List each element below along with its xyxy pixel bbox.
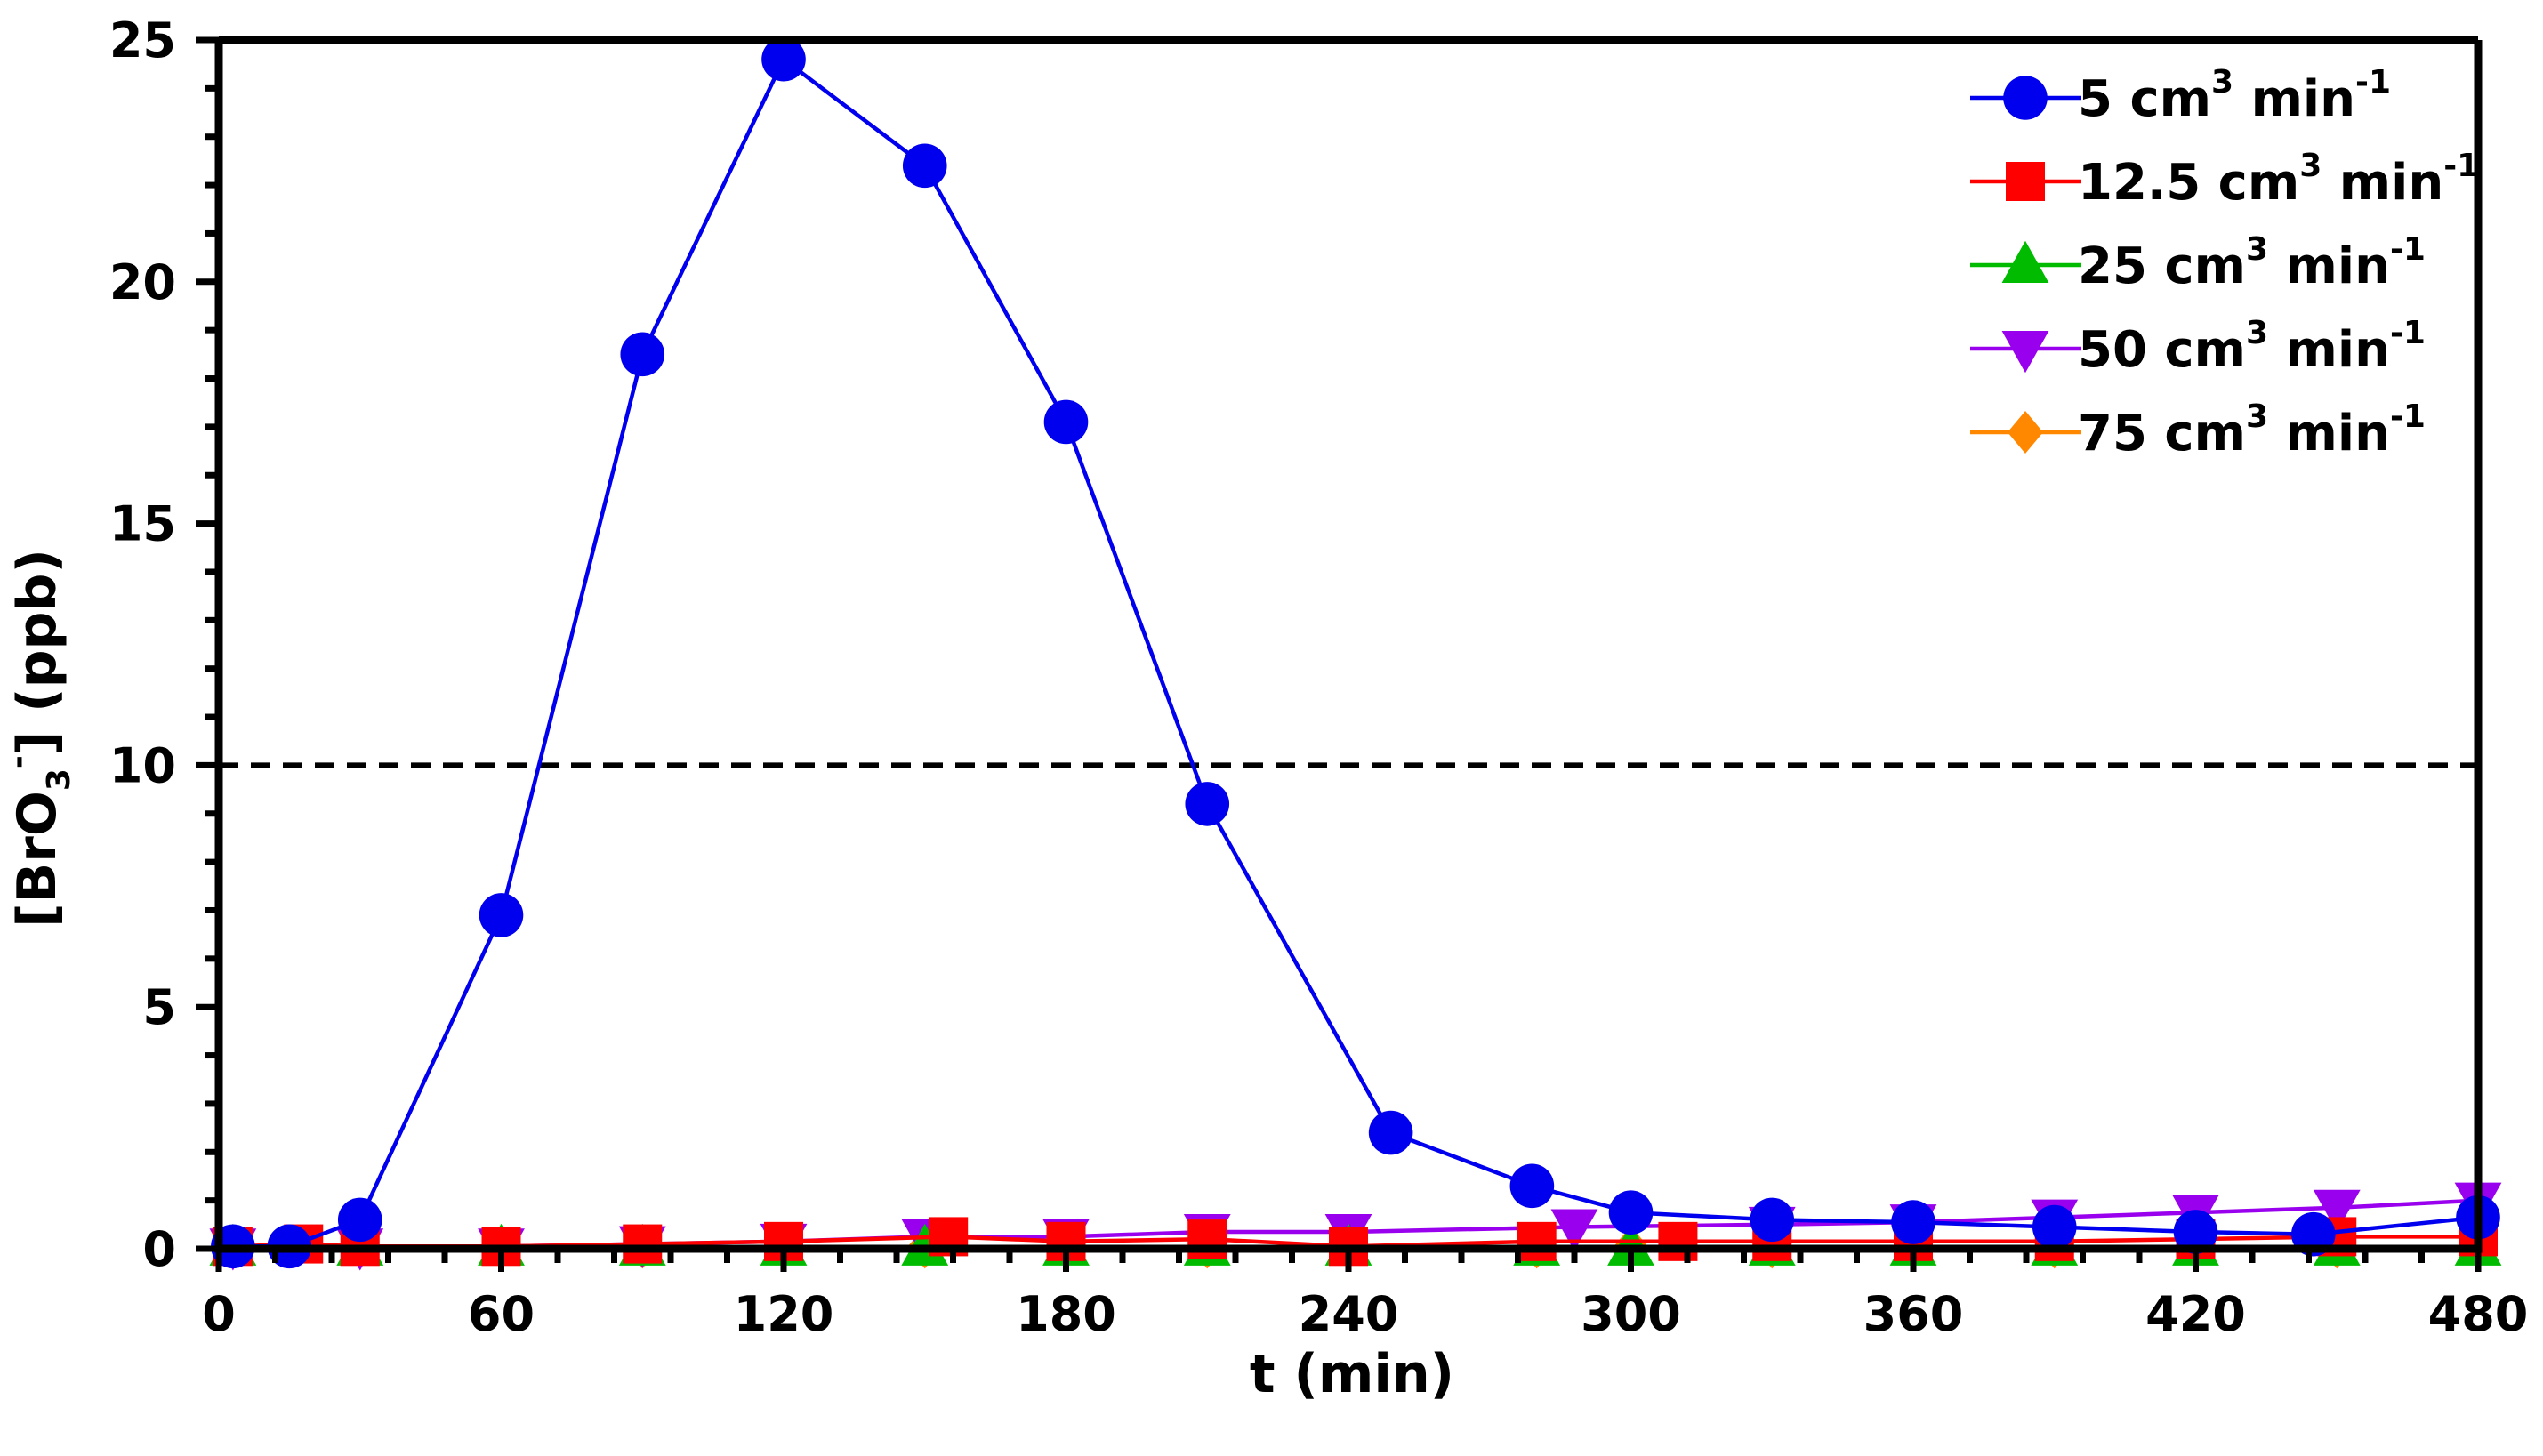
data-point	[1891, 1200, 1935, 1244]
x-tick-label: 180	[1016, 1286, 1116, 1342]
x-tick-label: 60	[468, 1286, 535, 1342]
legend-entry: 75 cm3 min-1	[1970, 398, 2426, 463]
legend-marker	[2001, 240, 2049, 283]
y-tick-label: 25	[109, 12, 176, 68]
legend-marker	[2001, 331, 2049, 374]
ticks-layer: 0 60 120 180 240 300 360 420 480 0 5 10 15 20 25	[109, 12, 2529, 1342]
y-axis-title: [BrO3-] (ppb)	[0, 549, 77, 928]
axes-frame	[214, 40, 2483, 1253]
legend-entry: 12.5 cm3 min-1	[1970, 148, 2479, 212]
x-tick-label: 360	[1863, 1286, 1964, 1342]
data-point	[1607, 1223, 1654, 1266]
y-tick-label: 0	[142, 1221, 176, 1277]
data-point	[2313, 1189, 2361, 1232]
y-axis-title-subscript: 3	[41, 768, 77, 791]
axes-layer	[214, 36, 2483, 1253]
y-tick-label: 5	[142, 979, 176, 1035]
data-point	[761, 36, 806, 82]
data-point	[2032, 1204, 2077, 1250]
data-point	[1368, 1110, 1413, 1155]
data-point	[902, 143, 947, 189]
y-axis-title-superscript: -	[0, 755, 36, 768]
x-tick-label: 420	[2145, 1286, 2246, 1342]
x-tick-label: 240	[1299, 1286, 1399, 1342]
x-tick-label: 480	[2428, 1286, 2529, 1342]
y-axis-title-prefix: [BrO	[6, 791, 68, 928]
x-tick-label: 300	[1581, 1286, 1681, 1342]
data-point	[1043, 399, 1089, 445]
legend-label: 75 cm3 min-1	[2078, 398, 2426, 463]
x-tick-label: 120	[734, 1286, 834, 1342]
y-tick-label: 20	[109, 254, 176, 310]
legend-label: 12.5 cm3 min-1	[2078, 148, 2479, 212]
data-point	[623, 1224, 663, 1264]
legend-entry: 5 cm3 min-1	[1970, 64, 2391, 128]
data-point	[1658, 1221, 1698, 1261]
legend-entry: 25 cm3 min-1	[1970, 231, 2426, 295]
legend-label: 5 cm3 min-1	[2078, 64, 2391, 128]
data-point	[1509, 1163, 1555, 1209]
data-point	[1517, 1221, 1557, 1261]
y-axis-title-suffix: ] (ppb)	[6, 549, 68, 755]
series-layer	[209, 36, 2502, 1271]
data-point	[1185, 782, 1230, 826]
legend: 5 cm3 min-1 12.5 cm3 min-1 25 cm3 min-1 50 …	[1970, 64, 2479, 463]
series-line	[232, 57, 2479, 1249]
legend-entry: 50 cm3 min-1	[1970, 315, 2426, 379]
data-point	[1750, 1197, 1795, 1243]
legend-label: 25 cm3 min-1	[2078, 231, 2426, 295]
y-tick-label: 10	[109, 737, 176, 793]
data-point	[337, 1197, 382, 1243]
y-tick-label: 15	[109, 496, 176, 552]
data-point	[1608, 1190, 1654, 1235]
x-tick-label: 0	[202, 1286, 236, 1342]
data-point	[620, 332, 665, 377]
x-axis-title: t (min)	[1250, 1343, 1454, 1405]
data-point	[2173, 1210, 2218, 1254]
data-point	[479, 893, 524, 937]
legend-label: 50 cm3 min-1	[2078, 315, 2426, 379]
legend-marker	[2006, 162, 2045, 201]
data-point	[1550, 1209, 1598, 1251]
series-1	[211, 36, 2500, 1269]
legend-marker	[2003, 76, 2048, 120]
data-point	[1187, 1219, 1227, 1259]
legend-marker	[2008, 411, 2043, 454]
